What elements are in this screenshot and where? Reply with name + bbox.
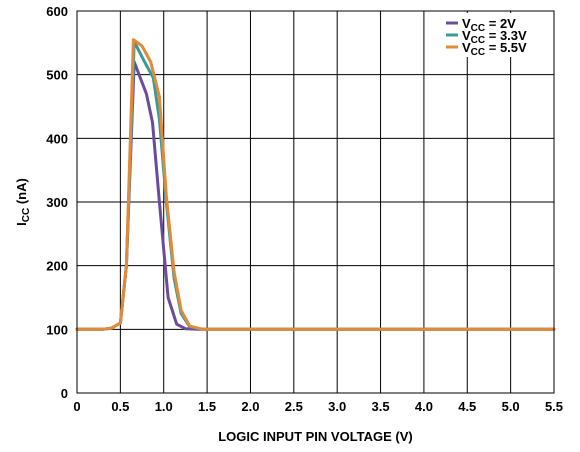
x-tick-label: 3.5 <box>372 399 390 414</box>
legend-label: VCC = 5.5V <box>462 40 527 58</box>
y-tick-label: 300 <box>46 195 68 210</box>
x-tick-label: 0.5 <box>111 399 129 414</box>
y-axis-title-sub: CC <box>21 208 32 222</box>
y-axis-title-main: I <box>14 222 29 226</box>
x-tick-labels: 0 0.5 1.0 1.5 2.0 2.5 3.0 3.5 4.0 4.5 5.0 5.5 <box>73 399 563 414</box>
x-tick-label: 3.0 <box>328 399 346 414</box>
series-lines <box>75 38 556 331</box>
x-tick-label: 1.5 <box>198 399 216 414</box>
legend-background <box>440 13 550 57</box>
y-tick-label: 0 <box>61 386 68 401</box>
legend-label: VCC = 2V <box>462 16 516 34</box>
series-line-2 <box>75 40 556 331</box>
y-tick-labels: 0 100 200 300 400 500 600 <box>46 4 68 401</box>
y-tick-label: 400 <box>46 131 68 146</box>
x-tick-label: 0 <box>73 399 80 414</box>
series-line-1 <box>75 60 556 331</box>
x-axis-title: LOGIC INPUT PIN VOLTAGE (V) <box>218 429 413 444</box>
x-tick-label: 5.0 <box>502 399 520 414</box>
plot-frame <box>76 10 555 394</box>
y-axis-title-rest: (nA) <box>14 178 29 208</box>
x-tick-label: 2.0 <box>241 399 259 414</box>
x-tick-label: 4.0 <box>415 399 433 414</box>
x-tick-label: 2.5 <box>285 399 303 414</box>
y-tick-label: 200 <box>46 259 68 274</box>
legend-label: VCC = 3.3V <box>462 28 527 46</box>
y-tick-label: 100 <box>46 322 68 337</box>
y-axis-title: ICC (nA) <box>14 178 32 226</box>
x-tick-label: 5.5 <box>545 399 563 414</box>
series-line-3 <box>75 38 556 331</box>
x-tick-label: 4.5 <box>458 399 476 414</box>
y-tick-label: 500 <box>46 68 68 83</box>
x-tick-label: 1.0 <box>155 399 173 414</box>
y-tick-label: 600 <box>46 4 68 19</box>
